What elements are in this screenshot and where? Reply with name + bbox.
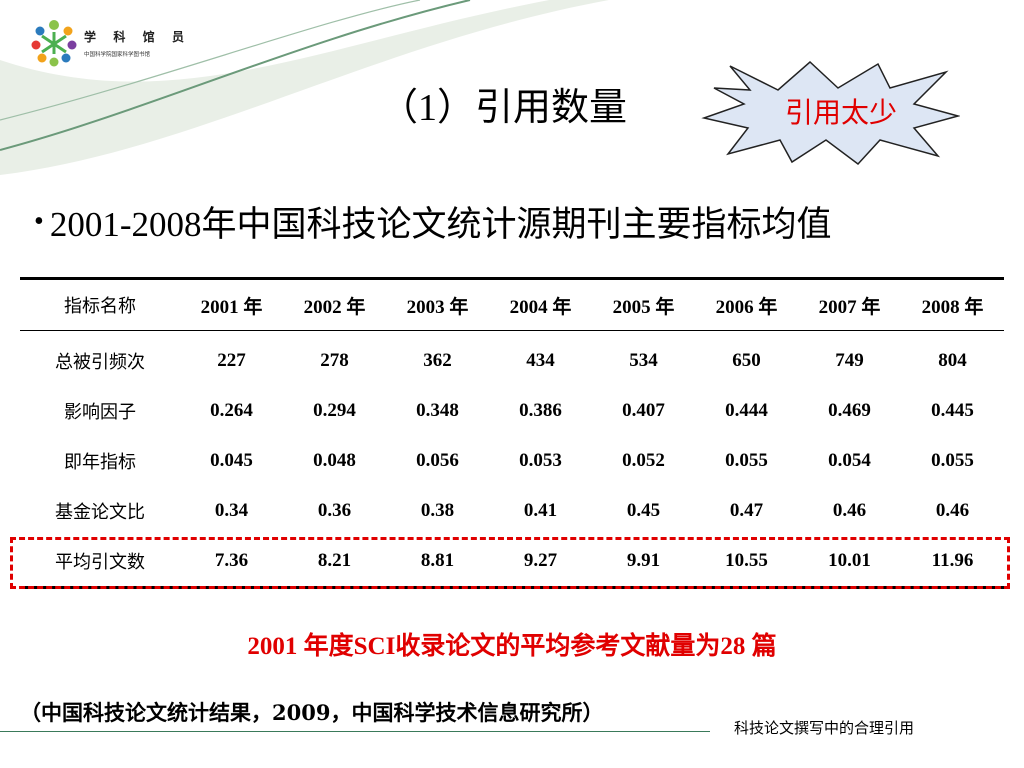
table-cell: 9.27 [523, 550, 558, 571]
indicator-table: 指标名称 2001 年 2002 年 2003 年 2004 年 2005 年 … [20, 277, 1004, 589]
table-cell: 278 [320, 350, 349, 371]
slide-title: （1）引用数量 [380, 87, 628, 129]
table-cell: 534 [629, 350, 658, 371]
table-cell: 0.407 [622, 400, 665, 421]
table-cell: 0.053 [519, 450, 562, 471]
table-cell: 0.46 [935, 500, 970, 521]
logo-subtitle: 中国科学院国家科学图书馆 [84, 52, 151, 58]
header-swoosh-decoration [0, 0, 610, 175]
table-header-cell: 2004 年 [509, 296, 572, 318]
callout-text: 引用太少 [784, 96, 897, 129]
table-row: 即年指标 0.045 0.048 0.056 0.053 0.052 0.055… [20, 436, 1004, 486]
table-cell: 749 [835, 350, 864, 371]
table-cell: 362 [423, 350, 452, 371]
table-cell: 0.469 [828, 400, 871, 421]
table-cell: 8.81 [420, 550, 455, 571]
source-citation: （中国科技论文统计结果，2009，中国科学技术信息研究所） [20, 700, 604, 725]
table-cell: 0.34 [214, 500, 249, 521]
table-cell: 0.054 [828, 450, 871, 471]
row-name-cell: 总被引频次 [55, 352, 145, 373]
table-cell: 0.36 [317, 500, 352, 521]
footer-divider [0, 731, 710, 732]
highlight-dashed-box [10, 537, 1010, 589]
table-header-cell: 2002 年 [303, 296, 366, 318]
table-header-cell: 指标名称 [64, 296, 136, 317]
table-header-cell: 2003 年 [406, 296, 469, 318]
table-header-cell: 2001 年 [200, 296, 263, 318]
table-header-row: 指标名称 2001 年 2002 年 2003 年 2004 年 2005 年 … [20, 279, 1004, 331]
table-cell: 434 [526, 350, 555, 371]
table-cell: 0.348 [416, 400, 459, 421]
table-cell: 0.056 [416, 450, 459, 471]
table-header-cell: 2005 年 [612, 296, 675, 318]
table-header-cell: 2008 年 [921, 296, 984, 318]
row-name-cell: 基金论文比 [55, 502, 145, 523]
table-row: 影响因子 0.264 0.294 0.348 0.386 0.407 0.444… [20, 386, 1004, 436]
bullet-dot: • [34, 206, 44, 237]
table-row: 总被引频次 227 278 362 434 534 650 749 804 [20, 331, 1004, 387]
table-header-cell: 2006 年 [715, 296, 778, 318]
table-header-cell: 2007 年 [818, 296, 881, 318]
table-cell: 0.048 [313, 450, 356, 471]
table-cell: 10.55 [725, 550, 768, 571]
starburst-callout-shape [701, 60, 960, 166]
row-name-cell: 影响因子 [64, 402, 136, 423]
table-cell: 0.445 [931, 400, 974, 421]
row-name-cell: 即年指标 [64, 452, 136, 473]
table-row-highlighted: 平均引文数 7.36 8.21 8.81 9.27 9.91 10.55 10.… [20, 536, 1004, 588]
footer-title: 科技论文撰写中的合理引用 [734, 719, 915, 737]
table-cell: 0.47 [729, 500, 764, 521]
table-cell: 7.36 [214, 550, 249, 571]
table-cell: 0.294 [313, 400, 356, 421]
row-name-cell: 平均引文数 [55, 552, 145, 573]
table-cell: 10.01 [828, 550, 871, 571]
logo-title: 学 科 馆 员 [84, 30, 192, 44]
table-cell: 0.46 [832, 500, 867, 521]
table-cell: 0.045 [210, 450, 253, 471]
table-cell: 9.91 [626, 550, 661, 571]
sci-reference-note: 2001 年度SCI收录论文的平均参考文献量为28 篇 [247, 633, 777, 660]
table-cell: 0.444 [725, 400, 768, 421]
table-cell: 0.264 [210, 400, 253, 421]
table-cell: 0.38 [420, 500, 455, 521]
table-cell: 11.96 [931, 550, 974, 571]
bullet-text: 2001-2008年中国科技论文统计源期刊主要指标均值 [49, 205, 832, 244]
table-cell: 227 [217, 350, 246, 371]
table-cell: 804 [938, 350, 967, 371]
table-cell: 8.21 [317, 550, 352, 571]
table-cell: 0.45 [626, 500, 661, 521]
table-cell: 0.055 [931, 450, 974, 471]
table-row: 基金论文比 0.34 0.36 0.38 0.41 0.45 0.47 0.46… [20, 486, 1004, 536]
table-cell: 0.055 [725, 450, 768, 471]
table-cell: 0.052 [622, 450, 665, 471]
logo-icon [31, 20, 77, 67]
table-cell: 650 [732, 350, 761, 371]
table-cell: 0.41 [523, 500, 558, 521]
bullet-point: • 2001-2008年中国科技论文统计源期刊主要指标均值 [34, 196, 831, 247]
table-cell: 0.386 [519, 400, 562, 421]
